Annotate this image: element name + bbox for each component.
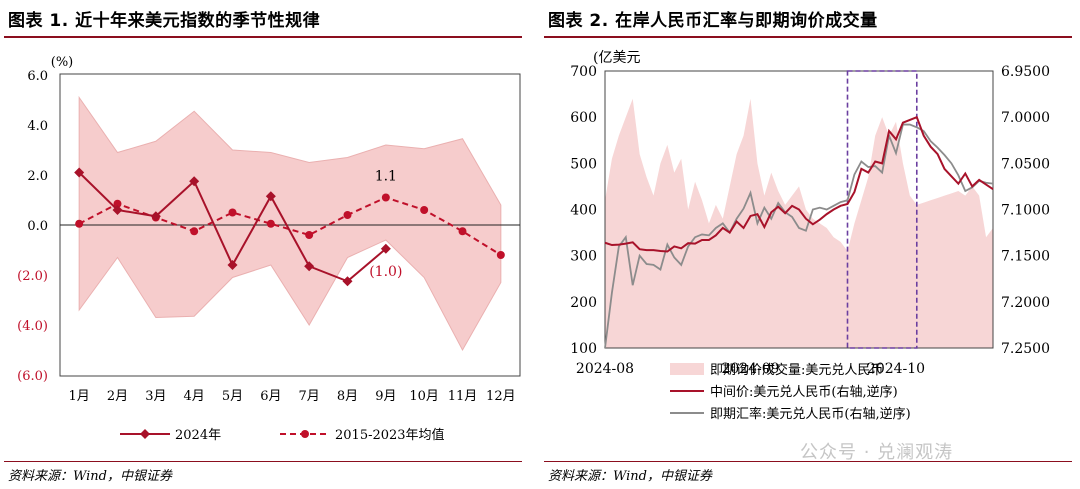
right-y-tick-label: 7.1000 bbox=[1001, 203, 1050, 219]
y-tick-label: (6.0) bbox=[17, 369, 48, 384]
y-unit-label: (%) bbox=[51, 55, 74, 70]
x-tick-label: 6月 bbox=[260, 389, 281, 404]
point-2024 bbox=[304, 261, 315, 272]
legend-label-spot: 即期汇率:美元兑人民币(右轴,逆序) bbox=[710, 406, 911, 422]
legend-label-mid: 中间价:美元兑人民币(右轴,逆序) bbox=[710, 384, 898, 400]
legend-label-avg: 2015-2023年均值 bbox=[335, 427, 445, 443]
right-title-rule bbox=[544, 36, 1072, 38]
right-chart-panel: 图表 2. 在岸人民币汇率与即期询价成交量 700 600 500 400 300 200… bbox=[540, 0, 1080, 489]
avg-point bbox=[113, 199, 122, 208]
x-tick-label: 2月 bbox=[107, 389, 128, 404]
left-y-tick-label: 700 bbox=[570, 64, 597, 80]
right-y-tick-label: 7.0000 bbox=[1001, 110, 1050, 126]
avg-point bbox=[381, 193, 390, 202]
x-tick-label: 2024-10 bbox=[867, 361, 925, 377]
left-y-tick-label: 100 bbox=[570, 341, 597, 357]
historical-range-band bbox=[78, 95, 502, 352]
right-y-tick-label: 7.1500 bbox=[1001, 249, 1050, 265]
avg-point bbox=[305, 231, 314, 239]
left-y-tick-label: 300 bbox=[570, 249, 597, 265]
avg-point bbox=[496, 251, 505, 259]
y-tick-label: 2.0 bbox=[27, 169, 48, 184]
volume-area bbox=[605, 98, 993, 348]
y-tick-label: 6.0 bbox=[27, 69, 48, 84]
x-tick-label: 1月 bbox=[69, 389, 90, 404]
left-chart-title: 图表 1. 近十年来美元指数的季节性规律 bbox=[8, 11, 321, 31]
x-tick-label: 2024-08 bbox=[576, 361, 634, 377]
y-tick-label: 4.0 bbox=[27, 119, 48, 134]
annotation-avg-sep: 1.1 bbox=[375, 169, 397, 185]
series-line-2015-2023-avg bbox=[78, 196, 502, 256]
left-y-tick-label: 400 bbox=[570, 203, 597, 219]
legend-marker-2024 bbox=[140, 429, 150, 439]
legend-marker-avg bbox=[301, 430, 309, 438]
right-y-tick-label: 6.9500 bbox=[1001, 64, 1050, 80]
left-chart-panel: 图表 1. 近十年来美元指数的季节性规律 6.0 4.0 2.0 0.0 (2.0) (4… bbox=[0, 0, 530, 489]
point-2024 bbox=[265, 191, 276, 202]
left-title-rule bbox=[4, 36, 522, 38]
x-tick-label: 11月 bbox=[448, 389, 478, 404]
legend-label-volume: 即期询价成交量:美元兑人民币 bbox=[710, 362, 883, 378]
right-y-tick-label: 7.2000 bbox=[1001, 295, 1050, 311]
point-2024 bbox=[112, 205, 123, 215]
left-source-rule bbox=[4, 461, 522, 462]
point-2024 bbox=[342, 276, 353, 287]
avg-point bbox=[458, 227, 467, 236]
avg-point bbox=[228, 208, 237, 217]
point-2024 bbox=[380, 243, 391, 254]
avg-point bbox=[190, 227, 199, 236]
left-y-tick-label: 500 bbox=[570, 156, 597, 172]
left-y-tick-label: 600 bbox=[570, 110, 597, 126]
point-2024 bbox=[227, 260, 238, 270]
x-tick-label: 5月 bbox=[222, 389, 243, 404]
avg-point bbox=[266, 219, 275, 228]
point-2024 bbox=[74, 167, 85, 178]
y-tick-label: (4.0) bbox=[17, 319, 48, 334]
y-tick-label: (2.0) bbox=[17, 269, 48, 284]
x-tick-label: 4月 bbox=[184, 389, 205, 404]
left-axis-unit-label: (亿美元 bbox=[593, 50, 640, 66]
x-tick-label: 9月 bbox=[375, 389, 396, 404]
highlight-box bbox=[846, 70, 918, 349]
avg-point bbox=[343, 211, 352, 219]
left-y-tick-label: 200 bbox=[570, 295, 597, 311]
x-tick-label: 3月 bbox=[145, 389, 166, 404]
x-tick-label: 7月 bbox=[299, 389, 320, 404]
right-source-rule bbox=[544, 461, 1072, 462]
point-2024 bbox=[189, 176, 200, 187]
y-tick-label: 0.0 bbox=[27, 219, 48, 234]
x-tick-label: 10月 bbox=[409, 389, 439, 404]
series-line-mid bbox=[604, 115, 994, 253]
x-tick-label: 2024-09 bbox=[721, 361, 779, 377]
point-2024 bbox=[150, 211, 161, 222]
watermark-text: 公众号 · 兑澜观涛 bbox=[800, 442, 954, 463]
right-source-note: 资料来源：Wind，中银证券 bbox=[548, 469, 712, 484]
right-y-tick-label: 7.2500 bbox=[1001, 341, 1050, 357]
right-y-tick-label: 7.0500 bbox=[1001, 156, 1050, 172]
avg-point bbox=[75, 219, 84, 228]
avg-point bbox=[420, 206, 429, 214]
right-plot-frame bbox=[604, 70, 994, 349]
x-tick-label: 12月 bbox=[486, 389, 516, 404]
left-source-note: 资料来源：Wind，中银证券 bbox=[8, 469, 172, 484]
legend-swatch-volume bbox=[670, 363, 704, 375]
seasonality-chart: 6.0 4.0 2.0 0.0 (2.0) (4.0) (6.0) (%) 1月 2月 3月 4月 5月… bbox=[17, 55, 521, 443]
cny-fx-volume-chart: 700 600 500 400 300 200 100 6.9500 7.0000 7.0500 7… bbox=[570, 50, 1050, 422]
legend-label-2024: 2024年 bbox=[175, 428, 221, 443]
right-chart-title: 图表 2. 在岸人民币汇率与即期询价成交量 bbox=[548, 11, 878, 31]
x-tick-label: 8月 bbox=[337, 389, 358, 404]
annotation-2024-sep: (1.0) bbox=[369, 264, 402, 280]
